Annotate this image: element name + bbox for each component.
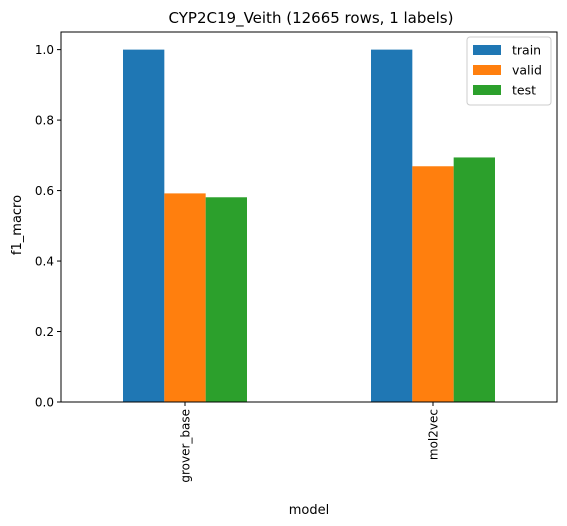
bar-train-grover_base [123,49,165,402]
bar-valid-grover_base [164,193,206,402]
bar-valid-mol2vec [412,166,454,402]
x-ticks-group: grover_base mol2vec [179,402,441,483]
y-tick-label: 0.8 [35,114,54,128]
bars-group [123,49,495,402]
legend-label-valid: valid [512,63,542,78]
bar-test-mol2vec [453,157,495,402]
legend-swatch-valid [473,65,501,75]
y-tick-label: 0.4 [35,255,54,269]
legend-swatch-test [473,85,501,95]
y-axis-label: f1_macro [10,195,25,255]
plot-frame [60,31,558,403]
y-tick-label: 0.6 [35,184,54,198]
y-tick-label: 0.0 [35,396,54,410]
legend-swatch-train [473,45,501,55]
legend: train valid test [466,36,552,106]
x-tick-label: mol2vec [427,409,441,460]
chart-title: CYP2C19_Veith (12665 rows, 1 labels) [169,9,454,28]
y-tick-label: 1.0 [35,43,54,57]
y-tick-label: 0.2 [35,325,54,339]
bar-train-mol2vec [371,49,413,402]
x-tick-label: grover_base [179,409,193,483]
x-axis-label: model [289,503,329,518]
bar-test-grover_base [205,197,247,402]
legend-label-test: test [512,83,536,98]
y-ticks-group: 0.0 0.2 0.4 0.6 0.8 1.0 [35,43,61,410]
legend-label-train: train [512,43,541,58]
